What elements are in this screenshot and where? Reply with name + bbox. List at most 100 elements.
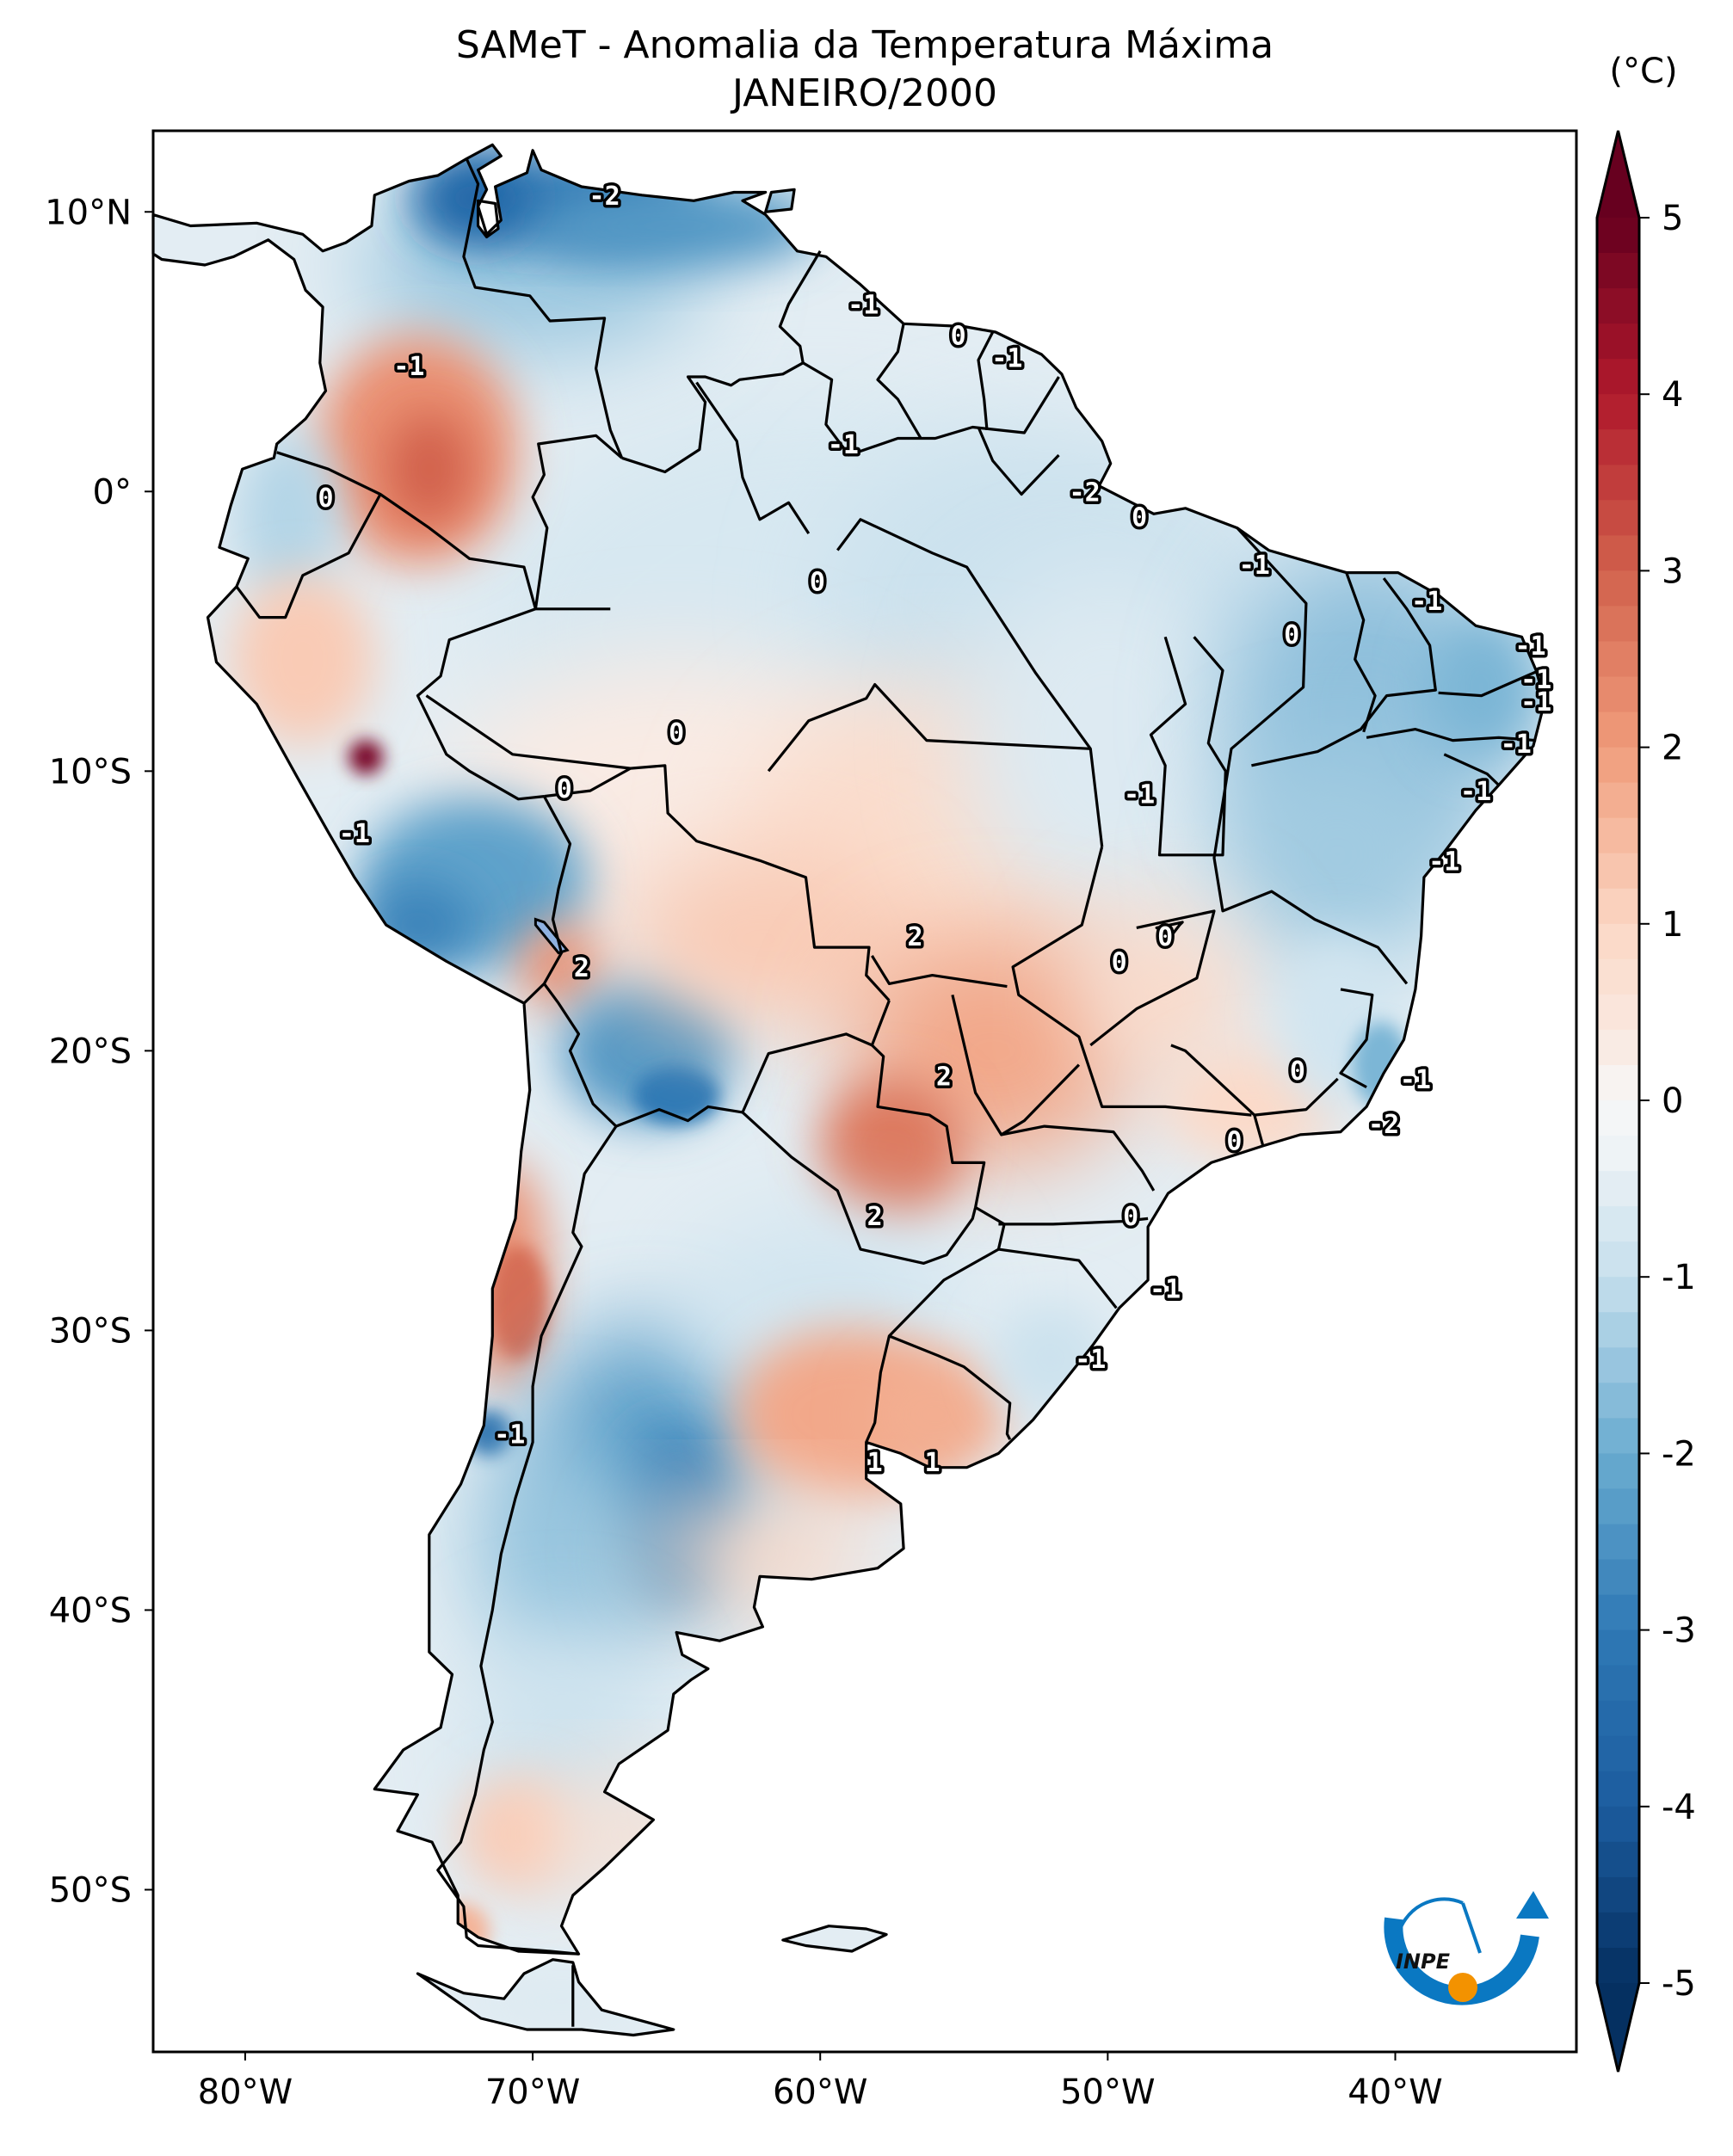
colorbar-segment [1597, 535, 1639, 571]
contour-label: -1 [339, 819, 370, 849]
contour-label: 0 [557, 774, 572, 804]
colorbar-segment [1597, 606, 1639, 642]
map-frame [151, 129, 1578, 2054]
colorbar-segment [1597, 1241, 1639, 1278]
contour-label: -2 [1070, 477, 1101, 508]
colorbar-tick-label: 3 [1662, 551, 1683, 591]
colorbar-segment [1597, 1594, 1639, 1631]
contour-label: 0 [1226, 1126, 1242, 1156]
border-line [767, 683, 1091, 773]
colorbar-segment [1597, 288, 1639, 324]
border-line [1438, 668, 1540, 698]
border-line [416, 607, 545, 801]
map-axes: -2-10-1-10-1-200-1-10 -1-1-1-1-1-100 -1-12… [151, 129, 1578, 2054]
chart-title: SAMeT - Anomalia da Temperatura Máxima [455, 23, 1274, 67]
colorbar-segment [1597, 500, 1639, 536]
colorbar-tick-label: -4 [1662, 1788, 1696, 1827]
colorbar-segment [1597, 1206, 1639, 1242]
y-tick-label: 50°S [49, 1870, 132, 1910]
colorbar-tick-label: 5 [1662, 199, 1683, 238]
colorbar-segment [1597, 1418, 1639, 1454]
contour-label: -1 [848, 291, 879, 321]
border-line [977, 331, 995, 430]
logo-dot [1448, 1973, 1477, 2002]
colorbar-unit-label: (°C) [1609, 52, 1678, 91]
colorbar-segment [1597, 853, 1639, 890]
border-line [276, 451, 537, 610]
anomaly-blob [432, 1902, 490, 1961]
colorbar-segment [1597, 676, 1639, 713]
anomaly-blob [348, 740, 384, 775]
contour-label: 1 [924, 1448, 940, 1478]
colorbar-segment [1597, 1453, 1639, 1489]
colorbar-segment [1597, 1171, 1639, 1207]
contour-label: -1 [494, 1420, 525, 1451]
logo-arrow [1516, 1891, 1549, 1919]
border-line [998, 1247, 1118, 1309]
coastline [477, 199, 500, 239]
colorbar-segment [1597, 1559, 1639, 1596]
colorbar-segment [1597, 1912, 1639, 1949]
contour-label: -1 [1428, 847, 1459, 877]
colorbar-segment [1597, 923, 1639, 960]
anomaly-blob [236, 433, 341, 606]
border-line [1001, 1124, 1156, 1192]
border-line [531, 434, 623, 610]
border-line [998, 1217, 1149, 1226]
border-line [621, 249, 822, 474]
colorbar-segment [1597, 782, 1639, 819]
border-line [462, 157, 624, 459]
border-line [425, 694, 631, 770]
colorbar-segment [1597, 1735, 1639, 1772]
colorbar-segment [1597, 1700, 1639, 1737]
border-line [871, 955, 1008, 989]
colorbar-extend-max [1597, 131, 1639, 218]
anomaly-blob [360, 882, 476, 968]
colorbar-segment [1597, 429, 1639, 465]
longitude-ticks: 80°W 70°W 60°W 50°W 40°W [198, 2052, 1443, 2112]
border-line [741, 1111, 978, 1265]
colorbar: 5 4 3 2 1 0 -1 -2 -3 -4 -5 [1595, 130, 1696, 2073]
border-line [977, 426, 1060, 496]
colorbar-segment [1597, 817, 1639, 854]
colorbar-segment [1597, 994, 1639, 1031]
x-tick-label: 50°W [1060, 2073, 1155, 2112]
contour-label: -1 [828, 430, 859, 460]
contour-label: -2 [589, 182, 620, 212]
border-line [1251, 577, 1437, 767]
border-line [1366, 728, 1537, 742]
border-line [436, 1125, 618, 1956]
contour-label: 0 [1123, 1202, 1138, 1232]
border-line [1339, 988, 1374, 1089]
colorbar-tick-label: -3 [1662, 1611, 1696, 1651]
contour-label: 0 [1284, 620, 1299, 650]
contour-label: 1 [867, 1448, 883, 1478]
colorbar-segment [1597, 323, 1639, 360]
border-line [865, 1206, 1006, 1444]
colorbar-segment [1597, 1136, 1639, 1172]
contour-label: 0 [669, 718, 684, 748]
colorbar-segment [1597, 570, 1639, 607]
colorbar-segment [1597, 1948, 1639, 1984]
colorbar-segment [1597, 1029, 1639, 1066]
colorbar-segment [1597, 711, 1639, 748]
border-line [1170, 1044, 1265, 1147]
anomaly-blob [1223, 740, 1453, 970]
border-line [695, 381, 811, 534]
colorbar-tick-label: -1 [1662, 1258, 1696, 1297]
colorbar-segment [1597, 1065, 1639, 1101]
colorbar-segment [1597, 1100, 1639, 1137]
border-line [1155, 921, 1184, 938]
colorbar-segment [1597, 1841, 1639, 1878]
anomaly-blob [231, 573, 375, 746]
colorbar-segment [1597, 1665, 1639, 1702]
anomaly-blob [475, 1439, 648, 1669]
contour-label: 0 [1290, 1056, 1305, 1087]
anomaly-blob [863, 1357, 1008, 1472]
anomaly-blob [533, 1776, 706, 1892]
colorbar-segment [1597, 1488, 1639, 1525]
contour-label: -2 [1368, 1110, 1399, 1140]
contour-label: -1 [1150, 1275, 1181, 1305]
contour-label: -1 [1400, 1065, 1431, 1095]
